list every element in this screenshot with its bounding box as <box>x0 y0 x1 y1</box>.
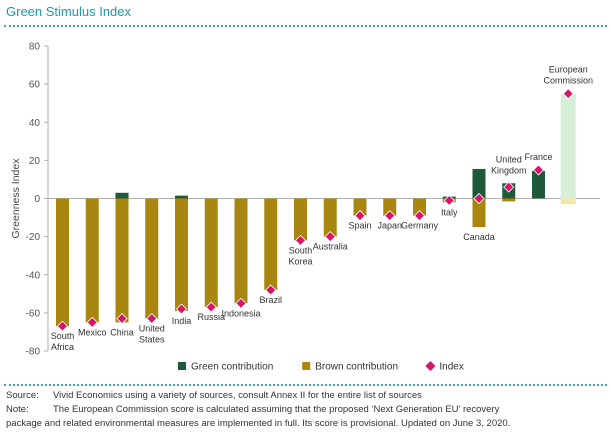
brown-bar-china <box>115 198 129 323</box>
index-marker-china <box>116 313 128 325</box>
category-label-spain: Spain <box>348 221 371 231</box>
y-tick-label: -80 <box>26 347 41 358</box>
brown-bar-canada <box>472 198 486 228</box>
index-marker-mexico <box>86 316 98 328</box>
index-marker-european-commission <box>562 88 574 100</box>
index-marker-brazil <box>265 284 277 296</box>
green-bar-india <box>175 195 188 199</box>
brown-bar-russia <box>204 198 218 308</box>
category-label-italy: Italy <box>441 207 458 217</box>
y-tick-label: 80 <box>29 42 41 53</box>
legend-swatch-brown-contribution <box>302 362 311 370</box>
index-marker-france <box>532 164 545 176</box>
green-bar-european-commission <box>560 93 576 199</box>
category-label-united-states: States <box>139 335 165 345</box>
brown-bar-australia <box>323 198 337 237</box>
category-label-japan: Japan <box>377 221 402 231</box>
y-axis-title: Greenness Index <box>10 158 22 239</box>
index-marker-united-kingdom <box>503 181 515 193</box>
greenness-index-chart: -80 -60 -40 -20 0 20 40 60 80 Greenness Index Sout… <box>10 42 600 373</box>
category-label-china: China <box>110 327 134 337</box>
category-label-european-commission: European <box>549 65 588 75</box>
index-marker-united-states <box>146 313 158 325</box>
page-title: Green Stimulus Index <box>6 4 132 19</box>
green-bar-china <box>115 192 129 199</box>
index-marker-russia <box>205 301 217 313</box>
brown-bar-brazil <box>264 198 278 290</box>
category-label-south-korea: Korea <box>288 256 312 266</box>
brown-bar-mexico <box>85 198 99 323</box>
brown-bar-india <box>175 198 188 311</box>
index-marker-indonesia <box>235 297 247 309</box>
brown-bar-spain <box>353 198 367 216</box>
index-marker-south-korea <box>294 234 307 247</box>
index-marker-australia <box>324 231 336 243</box>
index-marker-canada <box>473 192 485 205</box>
y-tick-label: -20 <box>26 232 41 243</box>
brown-bar-south-africa <box>56 198 69 327</box>
category-label-india: India <box>172 316 192 326</box>
category-label-south-africa: South <box>51 331 75 341</box>
green-bar-canada <box>472 168 486 199</box>
brown-bar-united-kingdom <box>502 198 516 202</box>
legend-label-green-contribution: Green contribution <box>191 362 273 373</box>
category-label-south-korea: South <box>289 245 313 255</box>
index-marker-india <box>175 303 188 315</box>
y-tick-label: 40 <box>29 118 41 129</box>
category-label-mexico: Mexico <box>78 327 107 337</box>
green-bar-france <box>532 170 545 199</box>
legend-label-index: Index <box>439 362 463 373</box>
category-label-united-kingdom: United <box>496 154 522 164</box>
footer-divider <box>4 384 607 386</box>
brown-bar-indonesia <box>234 198 248 304</box>
category-label-france: France <box>524 152 552 162</box>
category-label-south-africa: Africa <box>51 342 74 352</box>
note-text-line-2: package and related environmental measur… <box>6 418 511 429</box>
legend-marker-index <box>425 361 436 371</box>
brown-bar-united-states <box>145 198 159 319</box>
category-label-germany: Germany <box>401 221 439 231</box>
brown-bar-south-korea <box>294 198 307 241</box>
y-tick-label: 60 <box>29 80 41 91</box>
legend-label-brown-contribution: Brown contribution <box>315 362 398 373</box>
y-tick-label: -40 <box>26 270 41 281</box>
index-marker-japan <box>384 210 396 222</box>
title-divider <box>4 25 607 27</box>
y-tick-label: 0 <box>34 194 40 205</box>
index-marker-italy <box>443 194 455 206</box>
source-note: Source: Vivid Economics using a variety o… <box>6 390 422 401</box>
y-tick-label: -60 <box>26 308 41 319</box>
methodology-note: Note: The European Commission score is ca… <box>6 404 499 415</box>
source-label: Source: <box>6 390 39 401</box>
source-text: Vivid Economics using a variety of sourc… <box>53 390 422 401</box>
note-label: Note: <box>6 404 29 415</box>
category-label-european-commission: Commission <box>543 76 593 86</box>
brown-bar-european-commission <box>560 198 576 205</box>
note-text-line-1: The European Commission score is calcula… <box>53 404 500 415</box>
brown-bar-germany <box>413 198 426 216</box>
category-label-indonesia: Indonesia <box>221 308 260 318</box>
category-label-russia: Russia <box>197 312 225 322</box>
brown-bar-japan <box>383 198 397 216</box>
index-marker-spain <box>354 210 366 222</box>
index-marker-germany <box>413 210 426 222</box>
index-marker-south-africa <box>56 320 69 332</box>
legend-swatch-green-contribution <box>178 362 186 370</box>
methodology-note-continued: package and related environmental measur… <box>6 418 510 429</box>
y-tick-label: 20 <box>29 156 41 167</box>
category-label-canada: Canada <box>463 232 495 242</box>
category-label-australia: Australia <box>313 242 348 252</box>
category-label-united-states: United <box>139 324 165 334</box>
category-label-united-kingdom: Kingdom <box>491 165 527 175</box>
category-label-brazil: Brazil <box>259 295 282 305</box>
